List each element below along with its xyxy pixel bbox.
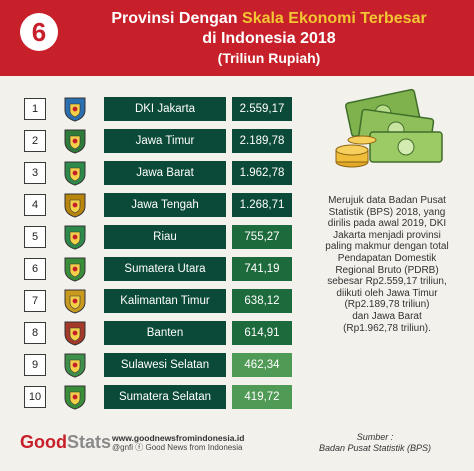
province-name: Riau bbox=[104, 225, 226, 249]
table-row: 10 Sumatera Selatan 419,72 bbox=[0, 384, 300, 410]
province-emblem-icon bbox=[64, 129, 86, 154]
rank-number: 6 bbox=[24, 258, 46, 280]
province-name: Kalimantan Timur bbox=[104, 289, 226, 313]
description-line: diikuti oleh Jawa Timur bbox=[336, 287, 438, 299]
facebook-icon: ⓕ bbox=[135, 443, 146, 452]
description-line: (Rp1.962,78 triliun). bbox=[343, 322, 431, 334]
footer-links: www.goodnewsfromindonesia.id @gnfi ⓕ Goo… bbox=[112, 433, 244, 453]
title-line-1: Provinsi Dengan Skala Ekonomi Terbesar bbox=[70, 9, 468, 29]
value-label: 2.189,78 bbox=[232, 129, 292, 153]
description-line: Pendapatan Domestik bbox=[337, 252, 437, 264]
description-line: paling makmur dengan total bbox=[325, 241, 449, 253]
table-row: 7 Kalimantan Timur 638,12 bbox=[0, 288, 300, 314]
value-label: 741,19 bbox=[232, 257, 292, 281]
province-emblem-icon bbox=[64, 257, 86, 282]
province-emblem-icon bbox=[64, 353, 86, 378]
social-links: @gnfi ⓕ Good News from Indonesia bbox=[112, 443, 244, 453]
rank-number: 2 bbox=[24, 130, 46, 152]
value-label: 2.559,17 bbox=[232, 97, 292, 121]
description-line: dirilis pada awal 2019, DKI bbox=[327, 218, 447, 230]
value-label: 419,72 bbox=[232, 385, 292, 409]
description-line: Jakarta menjadi provinsi bbox=[333, 229, 441, 241]
value-label: 1.962,78 bbox=[232, 161, 292, 185]
rank-number: 7 bbox=[24, 290, 46, 312]
province-name: Jawa Barat bbox=[104, 161, 226, 185]
rank-number: 10 bbox=[24, 386, 46, 408]
province-emblem-icon bbox=[64, 321, 86, 346]
rank-number: 3 bbox=[24, 162, 46, 184]
logo-glyph: 6 bbox=[31, 17, 47, 47]
province-emblem-icon bbox=[64, 385, 86, 410]
province-name: Sumatera Selatan bbox=[104, 385, 226, 409]
header-banner: 6 Provinsi Dengan Skala Ekonomi Terbesar… bbox=[0, 0, 474, 76]
table-row: 4 Jawa Tengah 1.268,71 bbox=[0, 192, 300, 218]
province-emblem-icon bbox=[64, 193, 86, 218]
description-line: dan Jawa Barat bbox=[352, 310, 422, 322]
province-name: Banten bbox=[104, 321, 226, 345]
description-line: Regional Bruto (PDRB) bbox=[335, 264, 439, 276]
table-row: 8 Banten 614,91 bbox=[0, 320, 300, 346]
title-unit: (Triliun Rupiah) bbox=[217, 50, 321, 66]
chart-title: Provinsi Dengan Skala Ekonomi Terbesar d… bbox=[70, 9, 468, 67]
table-row: 2 Jawa Timur 2.189,78 bbox=[0, 128, 300, 154]
rank-number: 9 bbox=[24, 354, 46, 376]
gnfi-logo-icon: 6 bbox=[20, 13, 58, 51]
table-row: 1 DKI Jakarta 2.559,17 bbox=[0, 96, 300, 122]
province-name: Sumatera Utara bbox=[104, 257, 226, 281]
money-bill-front bbox=[369, 131, 443, 163]
table-row: 9 Sulawesi Selatan 462,34 bbox=[0, 352, 300, 378]
value-label: 638,12 bbox=[232, 289, 292, 313]
province-emblem-icon bbox=[64, 225, 86, 250]
title-highlight: Skala Ekonomi Terbesar bbox=[242, 10, 427, 27]
rank-number: 1 bbox=[24, 98, 46, 120]
value-label: 462,34 bbox=[232, 353, 292, 377]
province-name: Jawa Timur bbox=[104, 129, 226, 153]
rank-number: 4 bbox=[24, 194, 46, 216]
logo-stats-text: Stats bbox=[67, 432, 112, 452]
value-label: 1.268,71 bbox=[232, 193, 292, 217]
logo-good-text: Good bbox=[20, 432, 67, 452]
table-row: 3 Jawa Barat 1.962,78 bbox=[0, 160, 300, 186]
table-row: 5 Riau 755,27 bbox=[0, 224, 300, 250]
website-link[interactable]: www.goodnewsfromindonesia.id bbox=[112, 433, 245, 443]
source-value: Badan Pusat Statistik (BPS) bbox=[318, 443, 432, 453]
province-emblem-icon bbox=[64, 161, 86, 186]
coin-stack bbox=[335, 135, 377, 168]
rank-number: 5 bbox=[24, 226, 46, 248]
title-line-2: di Indonesia 2018 bbox=[202, 30, 336, 47]
source-label: Sumber : bbox=[356, 432, 394, 442]
goodstats-logo: GoodStats bbox=[20, 432, 111, 453]
province-name: Jawa Tengah bbox=[104, 193, 226, 217]
table-row: 6 Sumatera Utara 741,19 bbox=[0, 256, 300, 282]
description-line: sebesar Rp2.559,17 triliun, bbox=[327, 276, 447, 288]
province-emblem-icon bbox=[64, 289, 86, 314]
province-name: DKI Jakarta bbox=[104, 97, 226, 121]
rank-number: 8 bbox=[24, 322, 46, 344]
title-prefix: Provinsi Dengan bbox=[111, 10, 243, 27]
social-name[interactable]: Good News from Indonesia bbox=[145, 443, 243, 452]
value-label: 614,91 bbox=[232, 321, 292, 345]
description-line: (Rp2.189,78 triliun) bbox=[344, 299, 430, 311]
province-name: Sulawesi Selatan bbox=[104, 353, 226, 377]
value-label: 755,27 bbox=[232, 225, 292, 249]
description-line: Merujuk data Badan Pusat bbox=[328, 195, 446, 206]
province-emblem-icon bbox=[64, 97, 86, 122]
description-text: Merujuk data Badan Pusat Statistik (BPS) … bbox=[302, 195, 472, 334]
source-note: Sumber : Badan Pusat Statistik (BPS) bbox=[310, 432, 440, 454]
money-stack-icon bbox=[335, 88, 443, 168]
description-line: Statistik (BPS) 2018, yang bbox=[328, 206, 446, 218]
social-handle[interactable]: @gnfi bbox=[112, 443, 134, 452]
